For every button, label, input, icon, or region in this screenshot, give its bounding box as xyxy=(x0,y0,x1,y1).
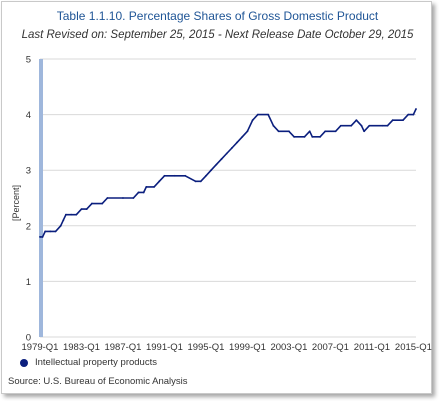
data-point[interactable] xyxy=(158,180,161,183)
chart-title: Table 1.1.10. Percentage Shares of Gross… xyxy=(56,9,379,23)
x-tick-label: 1979-Q1 xyxy=(22,342,59,353)
x-tick-label: 2007-Q1 xyxy=(312,342,349,353)
x-axis-ticks: 1979-Q1 1983-Q1 1987-Q1 1991-Q1 1995-Q1 1999-… xyxy=(22,342,432,353)
chart-subtitle: Last Revised on: September 25, 2015 - Ne… xyxy=(21,29,414,41)
x-tick-label: 1987-Q1 xyxy=(104,342,141,353)
data-point[interactable] xyxy=(288,130,290,133)
data-point[interactable] xyxy=(75,213,78,216)
data-point[interactable] xyxy=(199,180,202,183)
data-point[interactable] xyxy=(334,130,337,133)
y-tick-label: 1 xyxy=(26,277,31,288)
legend-label: Intellectual property products xyxy=(35,357,157,368)
data-point[interactable] xyxy=(194,180,197,183)
data-point[interactable] xyxy=(59,224,62,227)
legend-marker-icon xyxy=(20,358,28,367)
data-point[interactable] xyxy=(350,124,353,127)
y-tick-label: 0 xyxy=(26,333,31,344)
y-tick-label: 5 xyxy=(26,55,31,66)
data-point[interactable] xyxy=(173,174,176,177)
data-point[interactable] xyxy=(215,163,218,166)
data-point[interactable] xyxy=(311,135,314,138)
series-points xyxy=(39,108,417,238)
data-point[interactable] xyxy=(54,230,57,233)
data-point[interactable] xyxy=(39,236,41,238)
data-point[interactable] xyxy=(137,191,140,194)
data-point[interactable] xyxy=(210,169,213,172)
data-point[interactable] xyxy=(65,213,67,216)
line-chart: 0 1 2 3 4 5 1979-Q1 1983-Q1 1987-Q1 1991-Q1 1995-… xyxy=(11,55,432,354)
data-point[interactable] xyxy=(85,208,88,211)
data-point[interactable] xyxy=(293,135,296,138)
data-point[interactable] xyxy=(381,124,384,127)
data-point[interactable] xyxy=(267,113,270,116)
data-point[interactable] xyxy=(230,147,233,149)
data-point[interactable] xyxy=(101,202,104,205)
series-line-intellectual-property-products[interactable] xyxy=(40,108,417,238)
x-tick-label: 1983-Q1 xyxy=(63,342,100,353)
data-point[interactable] xyxy=(49,230,52,233)
y-tick-label: 2 xyxy=(26,221,31,232)
data-point[interactable] xyxy=(241,135,244,138)
source-note: Source: U.S. Bureau of Economic Analysis xyxy=(8,376,188,387)
data-point[interactable] xyxy=(106,197,109,199)
data-point[interactable] xyxy=(41,236,44,238)
y-axis-ticks: 0 1 2 3 4 5 xyxy=(26,55,31,344)
data-point[interactable] xyxy=(220,158,223,160)
chart-panel: Table 1.1.10. Percentage Shares of Gross… xyxy=(1,1,432,394)
legend[interactable]: Intellectual property products xyxy=(20,357,157,368)
data-point[interactable] xyxy=(205,174,207,177)
data-point[interactable] xyxy=(391,119,394,122)
data-point[interactable] xyxy=(415,108,417,110)
data-point[interactable] xyxy=(122,197,124,199)
data-point[interactable] xyxy=(225,152,228,155)
y-tick-label: 4 xyxy=(26,110,31,121)
grid-lines xyxy=(40,58,416,338)
y-axis-label: [Percent] xyxy=(11,185,21,221)
data-point[interactable] xyxy=(80,208,83,211)
data-point[interactable] xyxy=(184,174,187,177)
data-point[interactable] xyxy=(402,119,404,122)
x-tick-label: 1995-Q1 xyxy=(187,342,224,353)
data-point[interactable] xyxy=(256,113,259,116)
left-axis-band xyxy=(39,59,43,337)
data-point[interactable] xyxy=(142,191,145,194)
data-point[interactable] xyxy=(360,124,363,127)
x-tick-label: 1999-Q1 xyxy=(229,342,266,353)
y-tick-label: 3 xyxy=(26,166,31,177)
data-point[interactable] xyxy=(407,113,410,116)
data-point[interactable] xyxy=(368,124,371,127)
data-point[interactable] xyxy=(308,130,311,133)
data-point[interactable] xyxy=(90,202,93,205)
data-point[interactable] xyxy=(277,130,280,133)
data-point[interactable] xyxy=(355,119,358,122)
data-point[interactable] xyxy=(339,124,342,127)
x-tick-label: 1991-Q1 xyxy=(146,342,183,353)
data-point[interactable] xyxy=(303,135,306,138)
data-point[interactable] xyxy=(363,130,366,133)
data-point[interactable] xyxy=(251,119,254,122)
data-point[interactable] xyxy=(324,130,327,133)
data-point[interactable] xyxy=(70,213,73,216)
data-point[interactable] xyxy=(163,174,166,177)
data-point[interactable] xyxy=(412,113,415,116)
data-point[interactable] xyxy=(386,124,389,127)
data-point[interactable] xyxy=(132,197,135,199)
data-point[interactable] xyxy=(145,185,148,188)
x-tick-label: 2015-Q1 xyxy=(395,342,432,353)
x-tick-label: 2011-Q1 xyxy=(354,342,390,353)
data-point[interactable] xyxy=(62,219,65,222)
data-point[interactable] xyxy=(44,230,47,233)
data-point[interactable] xyxy=(236,141,238,144)
x-tick-label: 2003-Q1 xyxy=(270,342,307,353)
data-point[interactable] xyxy=(246,130,249,133)
data-point[interactable] xyxy=(153,185,155,188)
data-point[interactable] xyxy=(272,124,275,127)
data-point[interactable] xyxy=(319,135,321,138)
